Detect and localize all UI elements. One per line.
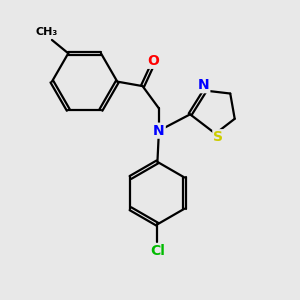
Text: S: S [213,130,224,144]
Text: O: O [147,54,159,68]
Text: Cl: Cl [150,244,165,258]
Text: N: N [153,124,165,138]
Text: N: N [198,78,209,92]
Text: CH₃: CH₃ [35,27,58,37]
